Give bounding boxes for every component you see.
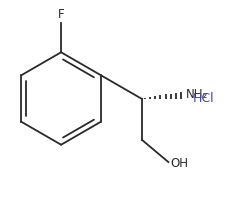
Text: HCl: HCl xyxy=(192,92,214,105)
Text: F: F xyxy=(58,8,64,21)
Text: OH: OH xyxy=(170,157,189,170)
Text: NH₂: NH₂ xyxy=(186,88,208,101)
